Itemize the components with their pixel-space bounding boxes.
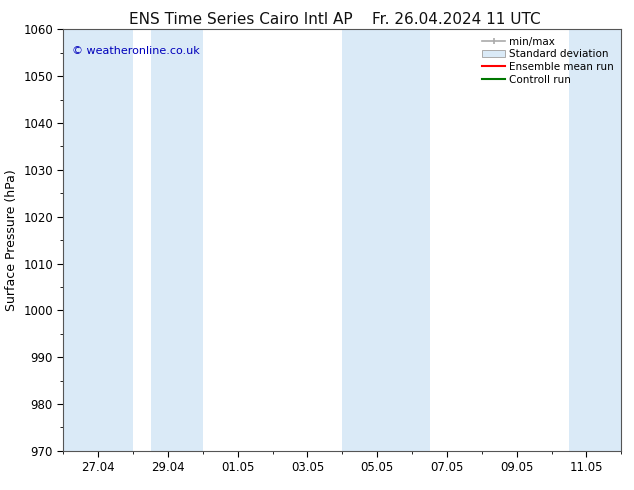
- Bar: [569, 29, 621, 451]
- Y-axis label: Surface Pressure (hPa): Surface Pressure (hPa): [4, 169, 18, 311]
- Bar: [342, 29, 430, 451]
- Text: ENS Time Series Cairo Intl AP: ENS Time Series Cairo Intl AP: [129, 12, 353, 27]
- Bar: [150, 29, 203, 451]
- Text: Fr. 26.04.2024 11 UTC: Fr. 26.04.2024 11 UTC: [372, 12, 541, 27]
- Text: © weatheronline.co.uk: © weatheronline.co.uk: [72, 46, 200, 56]
- Bar: [63, 29, 133, 451]
- Legend: min/max, Standard deviation, Ensemble mean run, Controll run: min/max, Standard deviation, Ensemble me…: [480, 35, 616, 87]
